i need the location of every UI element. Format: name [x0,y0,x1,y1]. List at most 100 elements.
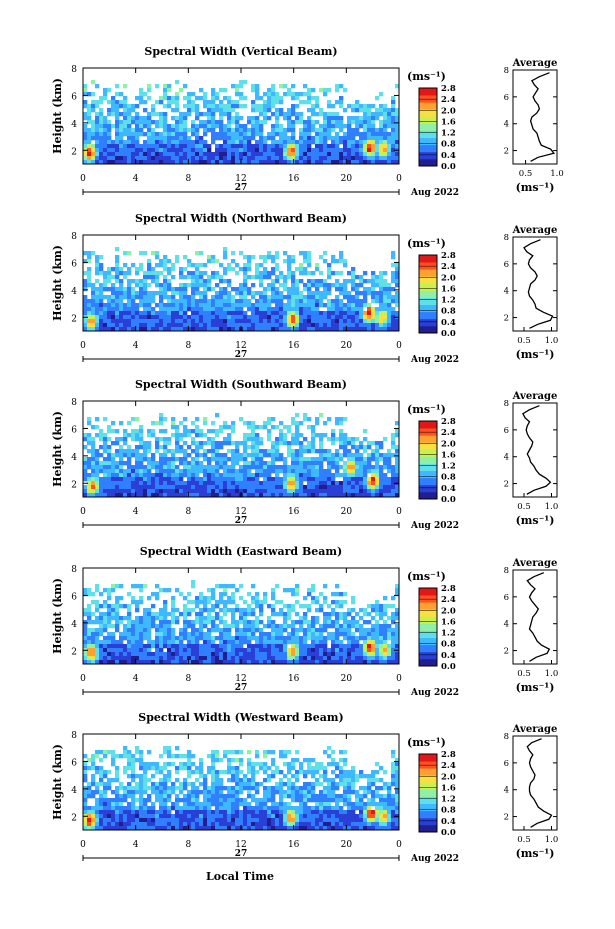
colorbar-tick-label: 2.0 [441,439,456,449]
x-tick-label: 0 [80,174,86,184]
colorbar-swatch [419,311,437,320]
colorbar-tick-label: 2.4 [441,262,456,272]
colorbar-swatch [419,435,437,443]
y-tick-label: 4 [71,453,77,463]
colorbar-tick-label: 2.8 [441,584,456,594]
x-tick-label: 20 [341,174,353,184]
average-y-tick-label: 8 [504,233,509,243]
colorbar-swatch [419,449,437,457]
month-label: Aug 2022 [410,188,459,198]
x-tick-label: 12 [235,507,246,517]
colorbar-tick-label: 2.8 [441,251,456,261]
colorbar-swatch [419,803,437,812]
colorbar-swatch [419,644,437,653]
beam-panel-5: Spectral Width (Westward Beam) 2 4 6 8 Height… [51,711,558,864]
colorbar-swatch [419,144,437,153]
average-x-tick-label: 0.5 [519,169,533,179]
average-y-tick-label: 8 [504,732,509,742]
month-label: Aug 2022 [410,854,459,864]
y-tick-label: 2 [71,480,77,490]
colorbar-swatch [419,782,437,790]
colorbar-tick-label: 2.4 [441,428,456,438]
colorbar-tick-label: 0.4 [441,318,456,328]
colorbar-swatch [419,484,437,493]
colorbar-unit: (ms⁻¹) [407,237,446,250]
average-x-tick-label: 0.5 [517,835,531,845]
x-tick-label: 12 [235,840,246,850]
colorbar-swatch [419,421,437,429]
colorbar-swatch [419,491,437,500]
average-y-tick-label: 4 [504,786,509,796]
colorbar-swatch [419,658,437,667]
y-tick-label: 6 [71,758,77,768]
average-x-label: (ms⁻¹) [516,181,555,194]
x-tick-label: 16 [288,674,300,684]
colorbar-swatch [419,609,437,617]
x-tick-label: 0 [396,674,402,684]
colorbar-swatch [419,463,437,472]
y-tick-label: 2 [71,314,77,324]
colorbar-tick-label: 0.0 [441,662,456,672]
x-tick-label: 0 [80,840,86,850]
y-axis-label: Height (km) [51,744,64,820]
x-tick-label: 8 [185,507,191,517]
y-tick-label: 2 [71,147,77,157]
average-x-tick-label: 0.5 [517,502,531,512]
y-tick-label: 6 [71,259,77,269]
average-y-tick-label: 4 [504,120,509,130]
colorbar-tick-label: 2.0 [441,606,456,616]
average-x-tick-label: 1.0 [545,669,559,679]
average-y-tick-label: 4 [504,453,509,463]
colorbar-tick-label: 1.6 [441,450,456,460]
colorbar-swatch [419,623,437,631]
x-tick-label: 8 [185,174,191,184]
x-tick-label: 4 [133,507,139,517]
colorbar-tick-label: 1.2 [441,462,456,472]
average-y-tick-label: 2 [504,147,509,157]
colorbar-tick-label: 0.4 [441,817,456,827]
x-tick-label: 20 [341,674,353,684]
average-y-tick-label: 6 [504,426,509,436]
colorbar-swatch [419,637,437,646]
colorbar-swatch [419,775,437,783]
colorbar-tick-label: 2.4 [441,95,456,105]
colorbar-swatch [419,456,437,464]
x-tick-label: 8 [185,840,191,850]
colorbar-swatch [419,151,437,160]
x-tick-label: 0 [396,840,402,850]
x-tick-label: 20 [341,507,353,517]
colorbar-unit: (ms⁻¹) [407,70,446,83]
y-axis-label: Height (km) [51,245,64,321]
date-label: 27 [235,849,248,859]
colorbar-swatch [419,269,437,277]
colorbar-tick-label: 2.8 [441,750,456,760]
colorbar-swatch [419,290,437,298]
x-tick-label: 8 [185,674,191,684]
colorbar-unit: (ms⁻¹) [407,570,446,583]
y-tick-label: 6 [71,92,77,102]
average-y-tick-label: 6 [504,93,509,103]
average-x-tick-label: 0.5 [517,336,531,346]
colorbar-tick-label: 0.0 [441,828,456,838]
y-tick-label: 4 [71,620,77,630]
panel-title: Spectral Width (Northward Beam) [135,212,347,225]
colorbar-swatch [419,95,437,103]
x-tick-label: 0 [80,674,86,684]
heatmap-cells [83,580,400,665]
beam-panel-2: Spectral Width (Northward Beam) 2 4 6 8 Heigh… [51,212,558,365]
colorbar-tick-label: 0.8 [441,640,456,650]
x-tick-label: 12 [235,674,246,684]
colorbar-tick-label: 2.0 [441,273,456,283]
average-profile-line [523,239,554,329]
average-title: Average [512,558,558,569]
colorbar-tick-label: 0.0 [441,329,456,339]
average-frame [512,236,558,332]
colorbar-tick-label: 0.0 [441,495,456,505]
colorbar-swatch [419,810,437,819]
colorbar-tick-label: 2.0 [441,772,456,782]
colorbar-tick-label: 0.8 [441,140,456,150]
colorbar-tick-label: 0.8 [441,473,456,483]
colorbar-tick-label: 1.6 [441,117,456,127]
colorbar-unit: (ms⁻¹) [407,736,446,749]
colorbar-swatch [419,824,437,833]
